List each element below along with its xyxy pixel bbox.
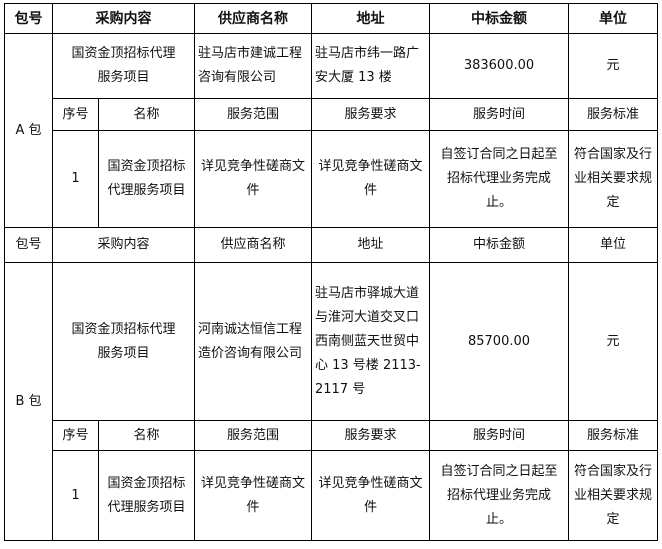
header-content: 采购内容	[52, 227, 195, 263]
item-standard: 符合国家及行业相关要求规定	[568, 450, 658, 541]
package-b-address: 驻马店市驿城大道与淮河大道交叉口西南侧蓝天世贸中心 13 号楼 2113-211…	[311, 262, 430, 421]
sub-header-requirement: 服务要求	[311, 420, 430, 451]
sub-header-time: 服务时间	[429, 98, 569, 131]
item-no: 1	[52, 450, 99, 541]
item-time: 自签订合同之日起至招标代理业务完成止。	[429, 450, 569, 541]
sub-header-scope: 服务范围	[194, 98, 312, 131]
item-requirement: 详见竞争性磋商文件	[311, 130, 430, 228]
package-a-supplier: 驻马店市建诚工程咨询有限公司	[194, 33, 312, 99]
package-a-content: 国资金顶招标代理服务项目	[52, 33, 195, 99]
item-name: 国资金顶招标代理服务项目	[98, 130, 195, 228]
package-a-unit: 元	[568, 33, 658, 99]
sub-header-time: 服务时间	[429, 420, 569, 451]
header-package: 包号	[4, 227, 53, 263]
package-b-subheader: 序号 名称 服务范围 服务要求 服务时间 服务标准	[5, 420, 658, 451]
header-unit: 单位	[568, 227, 658, 263]
header-address: 地址	[311, 3, 430, 34]
package-b-label: B 包	[4, 262, 53, 541]
item-no: 1	[52, 130, 99, 228]
header-amount: 中标金额	[429, 227, 569, 263]
header-row-b: 包号 采购内容 供应商名称 地址 中标金额 单位	[4, 227, 658, 263]
sub-header-no: 序号	[52, 98, 99, 131]
sub-header-no: 序号	[52, 420, 99, 451]
item-requirement: 详见竞争性磋商文件	[311, 450, 430, 541]
award-table: 包号 采购内容 供应商名称 地址 中标金额 单位 A 包 国资金顶招标代理服务项…	[4, 3, 658, 541]
sub-header-name: 名称	[98, 98, 195, 131]
package-a-label: A 包	[4, 33, 53, 228]
package-b-supplier: 河南诚达恒信工程造价咨询有限公司	[194, 262, 312, 421]
package-b-unit: 元	[568, 262, 658, 421]
item-standard: 符合国家及行业相关要求规定	[568, 130, 658, 228]
package-a-item: 1 国资金顶招标代理服务项目 详见竞争性磋商文件 详见竞争性磋商文件 自签订合同…	[5, 130, 658, 228]
package-b-content: 国资金顶招标代理服务项目	[52, 262, 195, 421]
item-time: 自签订合同之日起至招标代理业务完成止。	[429, 130, 569, 228]
header-content: 采购内容	[52, 3, 195, 34]
header-supplier: 供应商名称	[194, 3, 312, 34]
package-a-amount: 383600.00	[429, 33, 569, 99]
package-b-amount: 85700.00	[429, 262, 569, 421]
header-amount: 中标金额	[429, 3, 569, 34]
package-b-item: 1 国资金顶招标代理服务项目 详见竞争性磋商文件 详见竞争性磋商文件 自签订合同…	[5, 450, 658, 541]
sub-header-scope: 服务范围	[194, 420, 312, 451]
package-a-row: A 包 国资金顶招标代理服务项目 驻马店市建诚工程咨询有限公司 驻马店市纬一路广…	[4, 33, 658, 228]
sub-header-name: 名称	[98, 420, 195, 451]
header-row: 包号 采购内容 供应商名称 地址 中标金额 单位	[4, 3, 658, 34]
item-scope: 详见竞争性磋商文件	[194, 130, 312, 228]
sub-header-standard: 服务标准	[568, 98, 658, 131]
package-a-subheader: 序号 名称 服务范围 服务要求 服务时间 服务标准	[5, 98, 658, 131]
package-b-row: B 包 国资金顶招标代理服务项目 河南诚达恒信工程造价咨询有限公司 驻马店市驿城…	[4, 262, 658, 541]
sub-header-requirement: 服务要求	[311, 98, 430, 131]
header-package: 包号	[4, 3, 53, 34]
header-supplier: 供应商名称	[194, 227, 312, 263]
sub-header-standard: 服务标准	[568, 420, 658, 451]
item-scope: 详见竞争性磋商文件	[194, 450, 312, 541]
package-a-address: 驻马店市纬一路广安大厦 13 楼	[311, 33, 430, 99]
item-name: 国资金顶招标代理服务项目	[98, 450, 195, 541]
header-address: 地址	[311, 227, 430, 263]
header-unit: 单位	[568, 3, 658, 34]
